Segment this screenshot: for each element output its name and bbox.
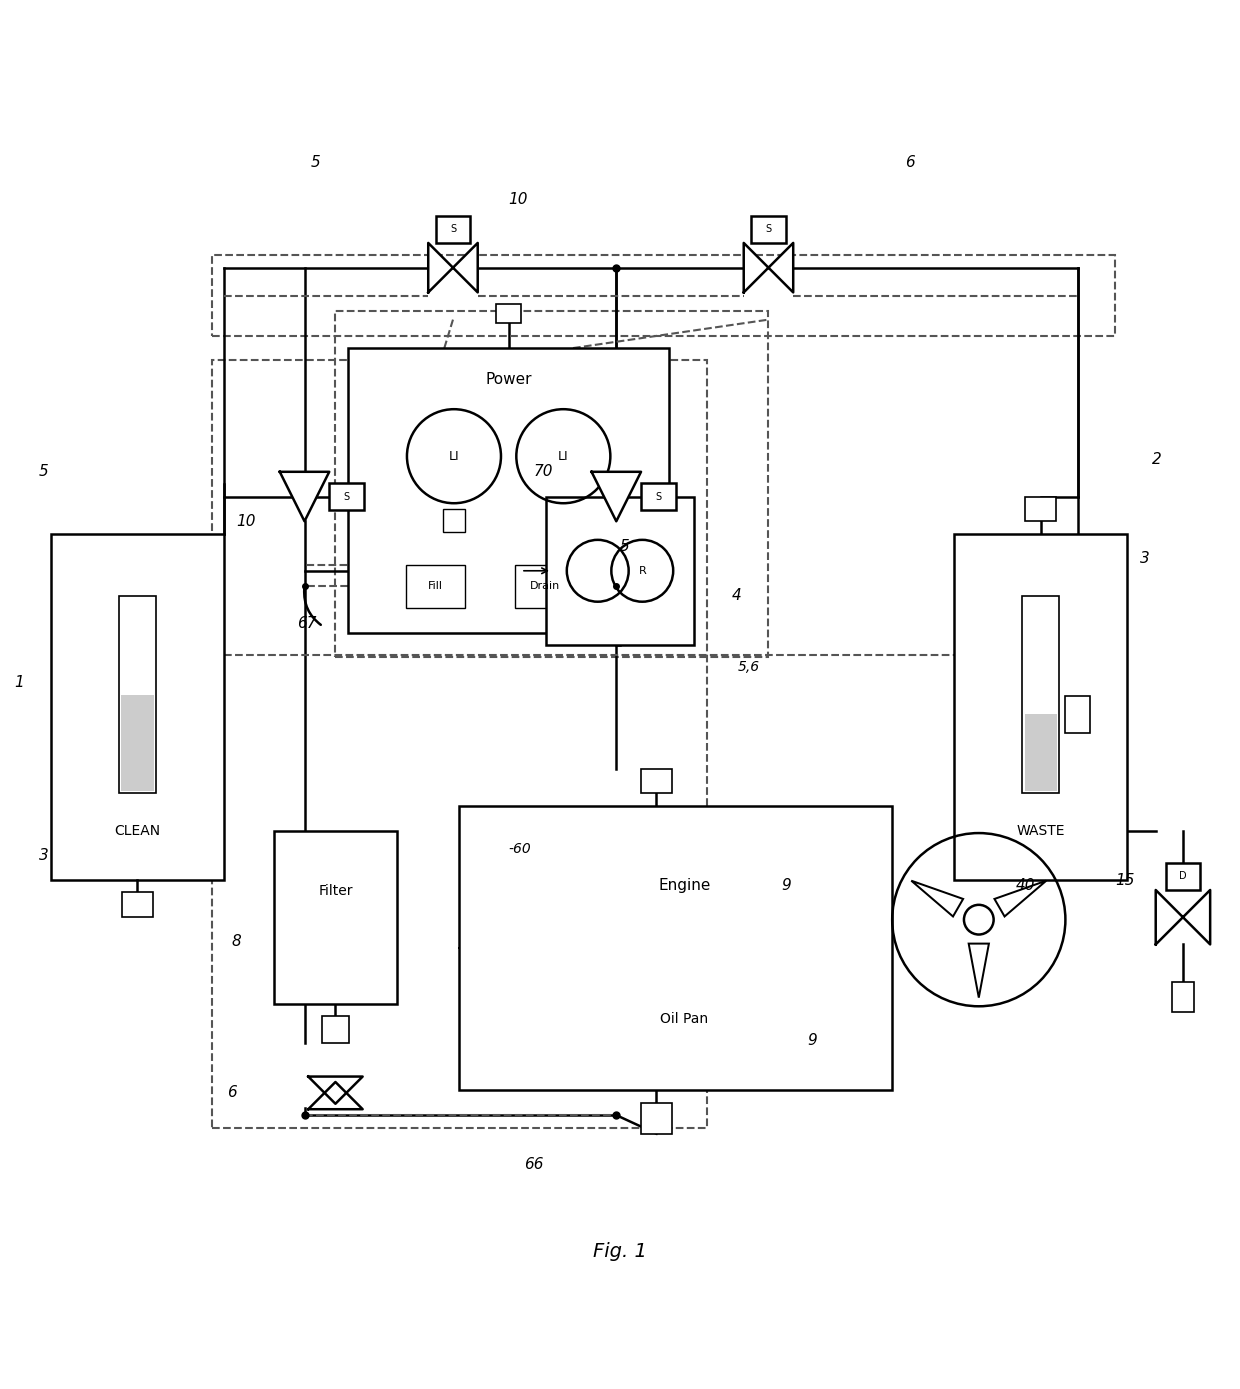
FancyBboxPatch shape [1025, 496, 1056, 521]
FancyBboxPatch shape [496, 304, 521, 324]
FancyBboxPatch shape [274, 831, 397, 1004]
Text: 9: 9 [807, 1033, 817, 1049]
Polygon shape [744, 243, 794, 293]
Text: 5,6: 5,6 [738, 660, 760, 674]
FancyBboxPatch shape [954, 533, 1127, 881]
Text: 10: 10 [237, 514, 255, 529]
Text: 3: 3 [38, 847, 48, 863]
Text: 8: 8 [232, 935, 242, 950]
FancyBboxPatch shape [443, 510, 465, 532]
Polygon shape [280, 472, 330, 521]
Text: Fig. 1: Fig. 1 [593, 1242, 647, 1261]
FancyBboxPatch shape [405, 564, 465, 608]
Bar [1024, 714, 1056, 790]
FancyBboxPatch shape [1172, 982, 1194, 1013]
Text: 5: 5 [620, 539, 630, 554]
Text: Filter: Filter [319, 885, 352, 899]
Polygon shape [309, 1076, 362, 1104]
Text: S: S [343, 492, 350, 501]
Text: 10: 10 [508, 192, 528, 207]
Text: 9: 9 [781, 878, 791, 893]
Text: LI: LI [558, 450, 569, 463]
Text: 5: 5 [311, 156, 320, 169]
Text: 66: 66 [523, 1157, 543, 1172]
FancyBboxPatch shape [641, 1103, 672, 1133]
FancyBboxPatch shape [1022, 596, 1059, 793]
Text: CLEAN: CLEAN [114, 824, 160, 838]
Text: 40: 40 [1016, 878, 1035, 893]
FancyBboxPatch shape [119, 596, 156, 793]
Bar [330, 483, 363, 510]
Text: Fill: Fill [428, 581, 443, 592]
Text: S: S [450, 224, 456, 235]
Text: 5: 5 [38, 464, 48, 479]
FancyBboxPatch shape [122, 893, 153, 917]
FancyBboxPatch shape [51, 533, 224, 881]
Bar [435, 215, 470, 243]
Bar [751, 215, 786, 243]
Text: LI: LI [449, 450, 459, 463]
Text: 1: 1 [14, 675, 24, 689]
FancyBboxPatch shape [515, 564, 574, 608]
Text: 6: 6 [904, 156, 914, 169]
Bar [122, 694, 154, 790]
Text: 15: 15 [1115, 872, 1135, 888]
Text: D: D [1179, 871, 1187, 882]
FancyBboxPatch shape [459, 806, 893, 1090]
Text: 3: 3 [1140, 551, 1149, 565]
FancyBboxPatch shape [1065, 696, 1090, 733]
Text: Engine: Engine [658, 878, 711, 893]
Text: 6: 6 [227, 1085, 237, 1100]
FancyBboxPatch shape [641, 768, 672, 793]
Bar [1166, 863, 1200, 890]
FancyBboxPatch shape [347, 349, 670, 632]
Polygon shape [428, 243, 477, 293]
Text: WASTE: WASTE [1017, 824, 1065, 838]
Text: 2: 2 [1152, 451, 1162, 467]
Text: S: S [765, 224, 771, 235]
Polygon shape [591, 472, 641, 521]
Text: Power: Power [485, 371, 532, 386]
FancyBboxPatch shape [552, 510, 574, 532]
Polygon shape [309, 1082, 362, 1110]
Polygon shape [1156, 890, 1210, 945]
Text: R: R [639, 565, 646, 576]
FancyBboxPatch shape [322, 1017, 348, 1043]
Bar [641, 483, 676, 510]
Text: 4: 4 [732, 588, 742, 603]
Text: 70: 70 [533, 464, 553, 479]
Text: Drain: Drain [529, 581, 560, 592]
Text: S: S [655, 492, 661, 501]
Text: 67: 67 [298, 617, 317, 632]
Text: Oil Pan: Oil Pan [660, 1013, 708, 1026]
Text: -60: -60 [508, 842, 532, 856]
FancyBboxPatch shape [546, 496, 694, 644]
